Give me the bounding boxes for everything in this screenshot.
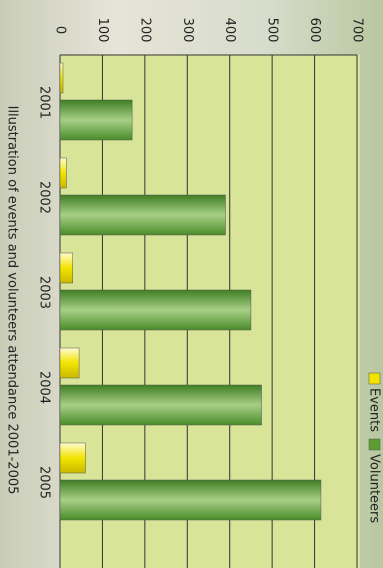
x-tick-label: 2004 — [37, 371, 52, 404]
bar — [59, 194, 226, 236]
y-tick-label: 300 — [180, 18, 195, 43]
bar — [59, 99, 133, 141]
legend-swatch — [368, 372, 381, 385]
y-tick-label: 100 — [95, 18, 110, 43]
x-tick-label: 2003 — [37, 276, 52, 309]
chart-title: Illustration of events and volunteers at… — [5, 106, 20, 495]
bar — [59, 157, 67, 189]
x-tick-label: 2001 — [37, 86, 52, 119]
y-tick-label: 400 — [222, 18, 237, 43]
y-tick-label: 500 — [265, 18, 280, 43]
x-tick-label: 2005 — [37, 466, 52, 499]
bar — [59, 252, 73, 284]
bar — [59, 289, 252, 331]
bar — [59, 384, 262, 426]
y-tick-label: 200 — [137, 18, 152, 43]
y-tick-label: 700 — [350, 18, 365, 43]
legend-swatch — [368, 438, 381, 451]
x-tick-label: 2002 — [37, 181, 52, 214]
bar — [59, 62, 64, 94]
y-tick-label: 0 — [53, 26, 68, 34]
legend-label: Events — [367, 388, 382, 432]
bar — [59, 479, 322, 521]
bar — [59, 442, 86, 474]
bar — [59, 347, 80, 379]
legend-label: Volunteers — [367, 454, 382, 523]
y-tick-label: 600 — [307, 18, 322, 43]
